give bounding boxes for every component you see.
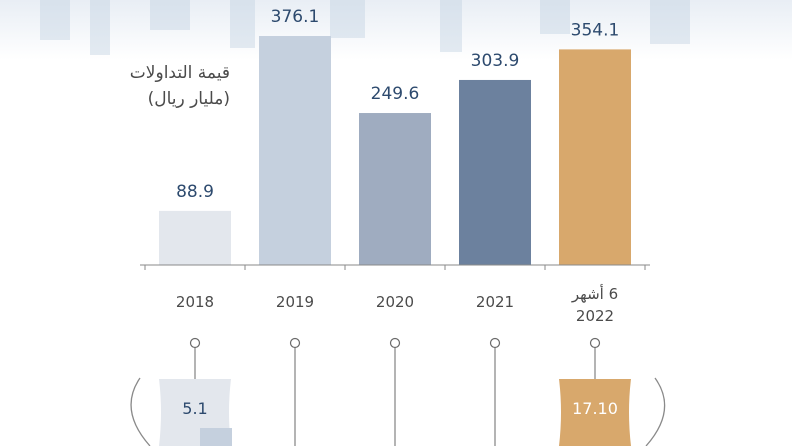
category-label-line2: 2022 <box>576 307 614 325</box>
category-label: 2019 <box>276 293 314 311</box>
right-arc <box>645 377 666 446</box>
x-axis <box>140 264 650 270</box>
category-label: 2018 <box>176 293 214 311</box>
y-axis-title: قيمة التداولات <box>129 63 230 83</box>
bar-value-label: 303.9 <box>471 51 520 71</box>
bar <box>459 79 531 265</box>
left-arc <box>130 377 151 446</box>
bar <box>359 113 431 265</box>
bar-value-label: 354.1 <box>571 20 620 40</box>
bar <box>259 36 331 265</box>
connector-node <box>389 337 401 349</box>
category-label: 6 أشهر <box>571 284 618 303</box>
y-axis-unit: (مليار ريال) <box>147 89 230 109</box>
secondary-values-layer: 5.1 17.10 <box>159 379 631 446</box>
bar <box>559 49 631 266</box>
connector-node <box>289 337 301 349</box>
bar-value-label: 88.9 <box>176 182 214 202</box>
secondary-value-label: 17.10 <box>572 399 618 418</box>
category-label: 2020 <box>376 293 414 311</box>
secondary-value-box <box>559 379 631 446</box>
bar <box>159 210 231 265</box>
category-label: 2021 <box>476 293 514 311</box>
bars-layer: 88.9 376.1 249.6 303.9 354.1 <box>159 7 631 266</box>
connectors-layer <box>130 337 666 446</box>
category-labels: 2018 2019 2020 2021 6 أشهر 2022 <box>176 284 618 325</box>
connector-node <box>489 337 501 349</box>
bar-value-label: 376.1 <box>271 7 320 27</box>
connector-node <box>189 337 201 349</box>
connector-node <box>589 337 601 349</box>
secondary-value-label: 5.1 <box>182 399 207 418</box>
secondary-box-shade <box>200 428 232 446</box>
y-axis-label: قيمة التداولات (مليار ريال) <box>60 60 230 112</box>
background-skyline <box>0 0 792 60</box>
bar-value-label: 249.6 <box>371 84 420 104</box>
